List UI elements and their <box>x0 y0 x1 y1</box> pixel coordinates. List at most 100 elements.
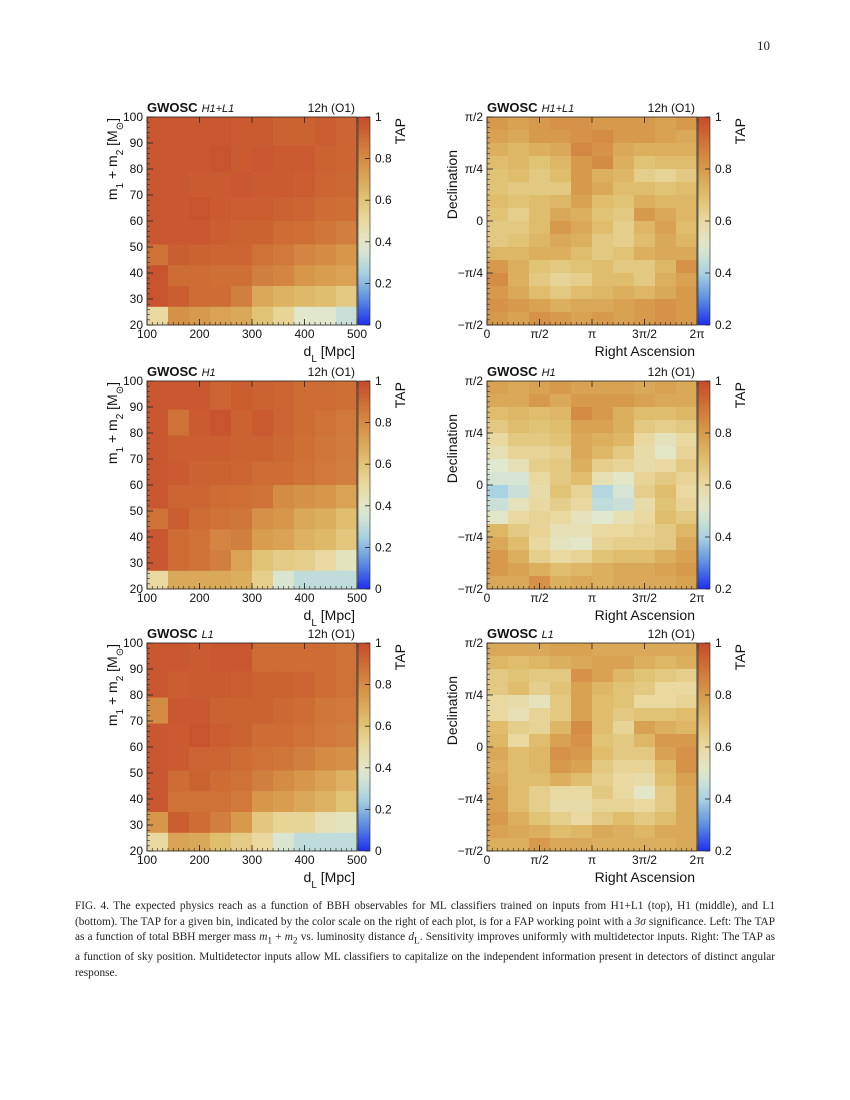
heatmap-cell <box>273 409 295 436</box>
heatmap-cell <box>231 286 253 308</box>
heatmap-cell <box>550 695 572 709</box>
run-label: 12h (O1) <box>308 101 355 115</box>
heatmap-cell <box>529 708 551 722</box>
heatmap-cell <box>231 832 253 852</box>
colorbar <box>357 380 371 590</box>
heatmap-cell <box>634 195 656 209</box>
caption-math: m <box>284 931 293 944</box>
heatmap-cell <box>336 529 358 551</box>
heatmap-cell <box>336 508 358 530</box>
heatmap-cell <box>676 273 698 287</box>
heatmap-cell <box>529 117 551 131</box>
heatmap-cell <box>550 760 572 774</box>
plot-header: GWOSC H1 <box>147 364 216 379</box>
heatmap-cell <box>487 394 509 408</box>
heatmap-cell <box>189 832 211 852</box>
heatmap-cell <box>613 472 635 486</box>
heatmap-cell <box>550 247 572 261</box>
heatmap-cell <box>550 825 572 839</box>
heatmap-cell <box>336 145 358 172</box>
heatmap-cell <box>613 446 635 460</box>
heatmap-cell <box>273 570 295 590</box>
heatmap-cell <box>571 760 593 774</box>
x-tick-label: π/2 <box>530 591 549 605</box>
heatmap-cell <box>231 643 253 672</box>
heatmap-cell <box>487 734 509 748</box>
heatmap-cell <box>676 786 698 800</box>
label-subscript: L <box>311 880 317 891</box>
heatmap-cell <box>592 695 614 709</box>
heatmap-cell <box>655 182 677 196</box>
heatmap-cell <box>231 723 253 748</box>
heatmap-cell <box>508 721 530 735</box>
heatmap-cell <box>231 747 253 771</box>
heatmap-cell <box>189 643 211 672</box>
x-axis-label: Right Ascension <box>595 607 695 623</box>
heatmap-cell <box>613 208 635 222</box>
heatmap-cell <box>210 286 232 308</box>
y-tick-label: 70 <box>130 188 144 202</box>
heatmap-cell <box>676 299 698 313</box>
heatmap-cell <box>273 723 295 748</box>
label-subscript: 1 <box>115 446 126 452</box>
y-tick-label: −π/4 <box>458 792 484 806</box>
y-tick-label: 90 <box>130 400 144 414</box>
heatmap-cell <box>655 130 677 144</box>
colorbar-tick-label: 0.8 <box>715 426 732 440</box>
heatmap-cell <box>189 306 211 326</box>
heatmap-cell <box>550 656 572 670</box>
heatmap-cell <box>336 265 358 287</box>
heatmap-cell <box>168 286 190 308</box>
colorbar-tick-label: 0.6 <box>715 740 732 754</box>
heatmap-cell <box>529 643 551 657</box>
colorbar-tick-label: 0.6 <box>375 193 392 207</box>
x-axis-label: dL [Mpc] <box>304 869 355 891</box>
heatmap-cell <box>571 381 593 395</box>
heatmap-cell <box>231 117 253 146</box>
heatmap-cell <box>676 524 698 538</box>
heatmap-cell <box>613 734 635 748</box>
heatmap-cell <box>147 117 169 146</box>
heatmap-cell <box>634 221 656 235</box>
heatmap-cell <box>655 195 677 209</box>
heatmap-cell <box>592 234 614 248</box>
heatmap-cell <box>487 208 509 222</box>
heatmap-cell <box>336 812 358 834</box>
y-tick-label: π/2 <box>465 636 484 650</box>
heatmap-cell <box>676 234 698 248</box>
heatmap-cell <box>508 169 530 183</box>
heatmap-cell <box>273 812 295 834</box>
heatmap-cell <box>613 682 635 696</box>
heatmap-cell <box>634 260 656 274</box>
heatmap-cell <box>634 524 656 538</box>
heatmap-cell <box>168 747 190 771</box>
heatmap-cell <box>676 420 698 434</box>
heatmap-cell <box>487 682 509 696</box>
heatmap-cell <box>336 791 358 813</box>
heatmap-cell <box>655 407 677 421</box>
colorbar-label: TAP <box>392 382 408 408</box>
heatmap-cell <box>550 747 572 761</box>
heatmap-cell <box>294 286 316 308</box>
heatmap-cell <box>529 273 551 287</box>
heatmap-cell <box>613 143 635 157</box>
heatmap-cell <box>550 511 572 525</box>
heatmap-cell <box>210 643 232 672</box>
heatmap-cell <box>592 524 614 538</box>
heatmap-cell <box>550 381 572 395</box>
heatmap-cell <box>294 747 316 771</box>
plot-header: GWOSC H1+L1 <box>487 100 574 115</box>
label-text: + m <box>104 155 120 183</box>
x-tick-label: 300 <box>242 591 262 605</box>
heatmap-cell <box>487 130 509 144</box>
heatmap-cell <box>676 747 698 761</box>
heatmap-cell <box>273 671 295 698</box>
heatmap-cell <box>168 485 190 509</box>
heatmap-cell <box>655 485 677 499</box>
heatmap-cell <box>210 306 232 326</box>
heatmap-cell <box>210 265 232 287</box>
heatmap-cell <box>147 145 169 172</box>
heatmap-cell <box>168 671 190 698</box>
heatmap-cell <box>550 169 572 183</box>
heatmap-cell <box>147 643 169 672</box>
